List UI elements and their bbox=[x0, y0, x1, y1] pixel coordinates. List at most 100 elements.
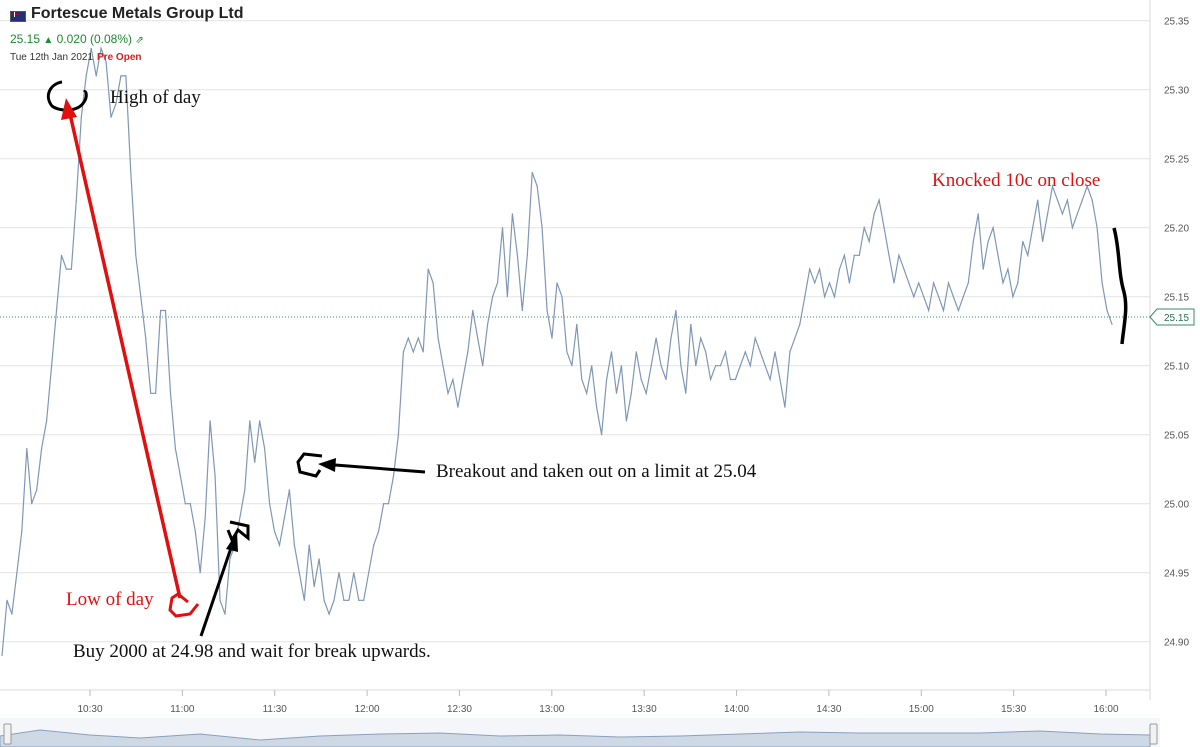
series-point bbox=[249, 420, 251, 422]
series-point bbox=[65, 268, 67, 270]
series-point bbox=[75, 199, 77, 201]
series-point bbox=[115, 102, 117, 105]
navigator[interactable] bbox=[0, 718, 1160, 747]
series-point bbox=[630, 392, 632, 394]
series-point bbox=[1106, 309, 1108, 312]
x-tick-label: 14:00 bbox=[724, 704, 749, 715]
series-point bbox=[1066, 199, 1068, 201]
series-point bbox=[769, 378, 771, 381]
series-point bbox=[908, 282, 910, 284]
series-point bbox=[1032, 227, 1034, 229]
series-point bbox=[997, 254, 999, 256]
series-point bbox=[31, 503, 33, 505]
y-tick-label: 25.05 bbox=[1164, 431, 1189, 442]
series-point bbox=[501, 227, 504, 229]
series-point bbox=[368, 572, 370, 574]
series-point bbox=[189, 503, 191, 505]
series-point bbox=[987, 240, 989, 243]
series-point bbox=[70, 268, 72, 270]
annotation-breakout: Breakout and taken out on a limit at 25.… bbox=[436, 461, 757, 482]
series-point bbox=[804, 296, 806, 298]
series-point bbox=[1017, 282, 1019, 284]
series-point bbox=[977, 213, 979, 215]
x-tick-label: 16:00 bbox=[1093, 704, 1118, 715]
x-tick-label: 12:00 bbox=[355, 704, 380, 715]
series-point bbox=[913, 296, 915, 298]
series-point bbox=[169, 392, 172, 394]
series-point bbox=[204, 516, 206, 519]
series-point bbox=[437, 337, 439, 339]
series-point bbox=[536, 185, 538, 187]
series-point bbox=[962, 296, 964, 298]
series-point bbox=[863, 227, 865, 229]
close-mark bbox=[1112, 227, 1128, 345]
x-tick-label: 13:30 bbox=[632, 704, 657, 715]
annotation-marks bbox=[46, 80, 1128, 637]
series-point bbox=[11, 613, 13, 615]
series-point bbox=[873, 213, 875, 215]
x-tick-label: 15:00 bbox=[909, 704, 934, 715]
series-point bbox=[561, 296, 563, 298]
series-point bbox=[680, 365, 682, 367]
series-point bbox=[888, 254, 890, 256]
annotation-high-of-day: High of day bbox=[110, 87, 201, 108]
series-point bbox=[650, 365, 652, 367]
series-point bbox=[660, 365, 662, 367]
y-tick-label: 24.95 bbox=[1164, 569, 1189, 580]
series-point bbox=[1012, 296, 1014, 298]
series-point bbox=[690, 323, 692, 325]
series-point bbox=[427, 268, 429, 270]
series-point bbox=[596, 406, 598, 408]
y-tick-label: 25.25 bbox=[1164, 155, 1189, 166]
series-point bbox=[903, 268, 905, 270]
series-point bbox=[848, 282, 851, 284]
low-circle-mark bbox=[168, 592, 200, 618]
series-point bbox=[26, 447, 28, 450]
series-point bbox=[51, 365, 53, 367]
series-point bbox=[467, 351, 469, 353]
series-point bbox=[710, 378, 712, 381]
series-point bbox=[269, 503, 271, 505]
series-point bbox=[283, 516, 286, 519]
annotation-low-of-day: Low of day bbox=[66, 589, 154, 610]
series-point bbox=[1037, 199, 1039, 201]
series-point bbox=[135, 254, 137, 256]
trade-date: Tue 12th Jan 2021 bbox=[10, 52, 94, 63]
series-point bbox=[110, 116, 112, 118]
series-point bbox=[1027, 254, 1029, 256]
series-point bbox=[601, 434, 603, 436]
series-point bbox=[918, 282, 920, 284]
series-point bbox=[254, 461, 256, 463]
series-point bbox=[1, 654, 3, 657]
series-point bbox=[898, 254, 900, 256]
series-point bbox=[348, 599, 350, 601]
navigator-left-handle[interactable] bbox=[3, 723, 12, 745]
series-point bbox=[46, 420, 48, 422]
series-point bbox=[214, 475, 216, 477]
series-point bbox=[967, 282, 969, 284]
series-point bbox=[1081, 199, 1083, 201]
series-point bbox=[551, 337, 553, 339]
series-point bbox=[828, 282, 831, 284]
series-point bbox=[685, 392, 687, 394]
series-point bbox=[160, 309, 162, 312]
series-point bbox=[833, 296, 836, 298]
y-tick-label: 25.00 bbox=[1164, 500, 1189, 511]
series-point bbox=[843, 254, 846, 256]
chart-grid bbox=[0, 20, 1150, 643]
series-point bbox=[219, 599, 221, 601]
series-point bbox=[516, 254, 519, 256]
series-point bbox=[1007, 268, 1009, 270]
series-point bbox=[16, 572, 18, 574]
x-tick-label: 13:00 bbox=[539, 704, 564, 715]
series-point bbox=[496, 282, 499, 284]
series-point bbox=[179, 475, 181, 477]
series-point bbox=[749, 365, 751, 367]
series-point bbox=[36, 489, 38, 491]
series-point bbox=[363, 599, 365, 601]
series-point bbox=[323, 599, 325, 601]
navigator-right-handle[interactable] bbox=[1149, 723, 1158, 745]
series-point bbox=[288, 489, 290, 491]
series-point bbox=[303, 599, 305, 601]
